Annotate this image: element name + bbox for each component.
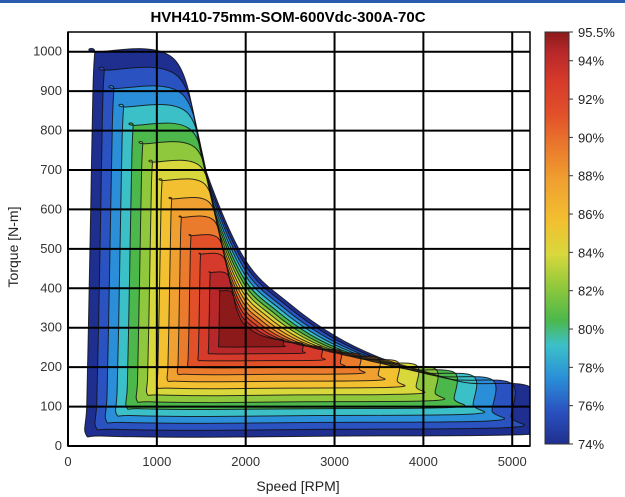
x-tick-label: 1000 bbox=[142, 454, 171, 469]
y-axis-label: Torque [N-m] bbox=[5, 207, 21, 288]
y-tick-label: 1000 bbox=[33, 44, 62, 59]
x-axis: 0 1000 2000 3000 4000 5000 bbox=[64, 454, 526, 469]
y-tick-label: 900 bbox=[40, 83, 62, 98]
y-tick-label: 100 bbox=[40, 399, 62, 414]
contour-line bbox=[125, 122, 466, 411]
colorbar-label: 84% bbox=[578, 245, 604, 260]
contour-line bbox=[104, 85, 505, 424]
colorbar-gradient bbox=[544, 31, 570, 445]
y-tick-label: 800 bbox=[40, 123, 62, 138]
x-tick-label: 0 bbox=[64, 454, 71, 469]
y-tick-label: 200 bbox=[40, 359, 62, 374]
contour-line bbox=[197, 252, 326, 362]
colorbar-label: 95.5% bbox=[578, 25, 615, 40]
y-tick-label: 300 bbox=[40, 320, 62, 335]
x-tick-label: 5000 bbox=[498, 454, 527, 469]
colorbar-label: 86% bbox=[578, 207, 604, 222]
y-tick-label: 700 bbox=[40, 162, 62, 177]
colorbar-label: 78% bbox=[578, 360, 604, 375]
colorbar-label: 92% bbox=[578, 92, 604, 107]
colorbar-label: 94% bbox=[578, 54, 604, 69]
contour-line bbox=[156, 178, 406, 390]
plot-frame bbox=[67, 31, 531, 447]
colorbar bbox=[544, 31, 570, 445]
x-tick-label: 2000 bbox=[231, 454, 260, 469]
top-accent-line bbox=[0, 0, 625, 3]
colorbar-label: 74% bbox=[578, 437, 604, 452]
y-tick-label: 400 bbox=[40, 280, 62, 295]
x-tick-label: 4000 bbox=[409, 454, 438, 469]
contour-line bbox=[115, 103, 486, 418]
y-tick-label: 600 bbox=[40, 201, 62, 216]
chart-title: HVH410-75mm-SOM-600Vdc-300A-70C bbox=[150, 9, 425, 26]
contour-line bbox=[207, 271, 306, 355]
contour-line bbox=[84, 47, 530, 438]
colorbar-label: 82% bbox=[578, 284, 604, 299]
contour-line bbox=[217, 289, 286, 348]
x-axis-label: Speed [RPM] bbox=[256, 478, 339, 494]
colorbar-label: 88% bbox=[578, 169, 604, 184]
contour-band bbox=[218, 290, 286, 348]
colorbar-label: 76% bbox=[578, 399, 604, 414]
y-axis: 0 100 200 300 400 500 600 700 800 900 1000 bbox=[33, 44, 62, 453]
plot-border bbox=[67, 31, 531, 447]
contour-line bbox=[94, 66, 526, 431]
y-tick-label: 500 bbox=[40, 241, 62, 256]
contour-line bbox=[145, 159, 426, 397]
y-tick-label: 0 bbox=[55, 438, 62, 453]
colorbar-label: 80% bbox=[578, 322, 604, 337]
colorbar-label: 90% bbox=[578, 130, 604, 145]
x-tick-label: 3000 bbox=[320, 454, 349, 469]
colorbar-ticks: 95.5% 94% 92% 90% 88% 86% 84% 82% 80% 78% 76% 74% bbox=[569, 25, 615, 452]
contour-fills bbox=[84, 48, 530, 438]
